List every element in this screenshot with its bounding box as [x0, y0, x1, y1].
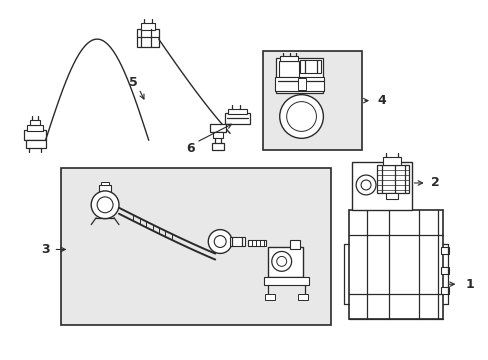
Bar — [299, 60, 321, 73]
Bar — [264, 277, 308, 285]
Text: 2: 2 — [429, 176, 438, 189]
Text: 3: 3 — [41, 243, 50, 256]
Circle shape — [286, 102, 316, 131]
Circle shape — [279, 95, 323, 138]
Bar — [297, 294, 307, 300]
Bar — [351, 162, 411, 210]
Bar — [348, 210, 443, 319]
Bar — [441, 247, 448, 255]
Circle shape — [276, 256, 286, 266]
Bar — [275, 58, 323, 93]
Bar — [141, 23, 154, 30]
Text: 5: 5 — [129, 76, 138, 89]
Bar — [274, 77, 324, 91]
Text: 6: 6 — [186, 142, 194, 155]
Bar — [228, 109, 246, 113]
Bar — [247, 239, 265, 247]
Text: 4: 4 — [376, 94, 385, 107]
Bar — [101, 182, 109, 185]
Bar — [278, 61, 298, 77]
Circle shape — [97, 197, 113, 213]
Circle shape — [360, 180, 370, 190]
Bar — [137, 29, 158, 47]
Text: 1: 1 — [464, 278, 473, 291]
Bar — [368, 200, 390, 210]
Bar — [289, 239, 299, 249]
Bar — [99, 185, 111, 195]
Bar — [230, 237, 244, 247]
Bar — [441, 267, 448, 274]
Bar — [24, 130, 45, 140]
Bar — [213, 132, 223, 138]
Bar — [263, 51, 361, 150]
Bar — [385, 193, 397, 199]
Bar — [264, 294, 274, 300]
Bar — [212, 143, 224, 150]
Bar — [376, 165, 408, 193]
Bar — [61, 168, 331, 325]
Circle shape — [271, 251, 291, 271]
Bar — [27, 125, 42, 131]
Bar — [297, 78, 305, 90]
Bar — [279, 56, 297, 61]
Bar — [210, 125, 225, 132]
Bar — [224, 113, 249, 125]
Bar — [441, 287, 448, 294]
Bar — [372, 193, 386, 201]
Bar — [30, 121, 40, 125]
Circle shape — [208, 230, 232, 253]
Circle shape — [355, 175, 375, 195]
Bar — [26, 140, 45, 148]
Circle shape — [91, 191, 119, 219]
Bar — [267, 247, 302, 277]
Circle shape — [214, 235, 225, 247]
Bar — [382, 157, 400, 165]
